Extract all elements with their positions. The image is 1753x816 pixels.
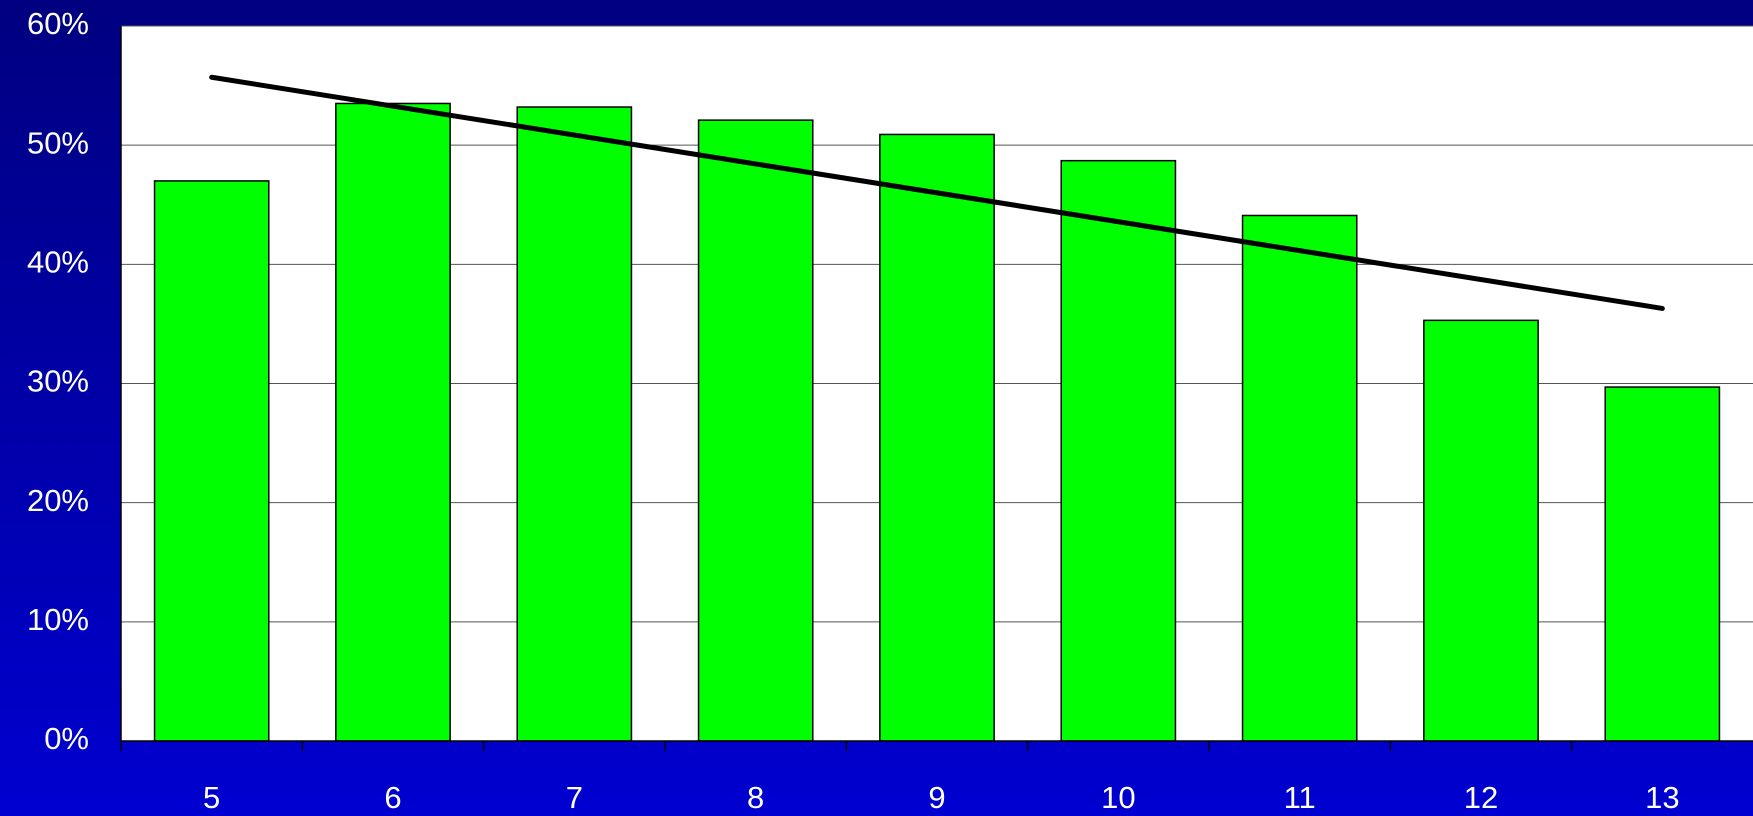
y-tick-label: 50% xyxy=(27,125,89,160)
x-tick-label: 7 xyxy=(566,780,583,815)
x-tick-label: 12 xyxy=(1464,780,1498,815)
y-tick-label: 40% xyxy=(27,245,89,280)
x-tick-label: 8 xyxy=(747,780,764,815)
y-tick-label: 60% xyxy=(27,6,89,41)
x-tick-label: 5 xyxy=(203,780,220,815)
y-tick-label: 10% xyxy=(27,602,89,637)
x-tick-label: 6 xyxy=(384,780,401,815)
x-tick-label: 13 xyxy=(1645,780,1679,815)
bar xyxy=(1423,319,1539,742)
x-tick-label: 11 xyxy=(1284,780,1316,815)
trend-line xyxy=(209,74,1665,311)
bar xyxy=(697,119,814,742)
bar xyxy=(516,106,633,742)
bar xyxy=(1060,159,1177,742)
y-tick-label: 30% xyxy=(27,364,89,399)
x-tick-label: 10 xyxy=(1101,780,1135,815)
y-tick-label: 0% xyxy=(44,721,89,756)
bar xyxy=(335,102,451,742)
bar xyxy=(879,133,995,742)
bar xyxy=(1604,386,1721,742)
y-tick-label: 20% xyxy=(27,483,89,518)
bar xyxy=(153,180,270,742)
x-tick-label: 9 xyxy=(928,780,945,815)
bar xyxy=(1241,214,1358,742)
